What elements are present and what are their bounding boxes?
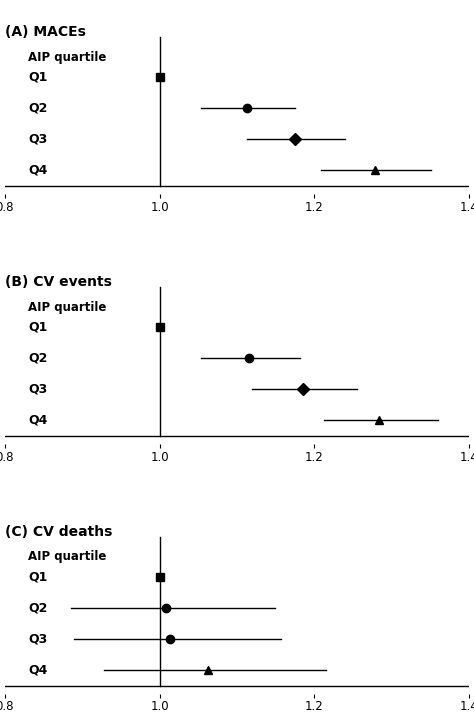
Text: AIP quartile: AIP quartile (28, 551, 106, 563)
Text: Q2: Q2 (28, 352, 47, 365)
Text: Q2: Q2 (28, 601, 47, 615)
Text: Q4: Q4 (28, 414, 47, 427)
Text: Q3: Q3 (28, 633, 47, 646)
Text: (B) CV events: (B) CV events (5, 275, 111, 289)
Text: Q1: Q1 (28, 71, 47, 84)
Text: Q4: Q4 (28, 164, 47, 177)
Text: AIP quartile: AIP quartile (28, 51, 106, 64)
Text: Q4: Q4 (28, 664, 47, 677)
Text: Q3: Q3 (28, 133, 47, 146)
Text: Q2: Q2 (28, 102, 47, 115)
Text: Q1: Q1 (28, 321, 47, 334)
Text: Q3: Q3 (28, 383, 47, 396)
Text: (A) MACEs: (A) MACEs (5, 25, 86, 39)
Text: Q1: Q1 (28, 571, 47, 583)
Text: (C) CV deaths: (C) CV deaths (5, 525, 112, 539)
Text: AIP quartile: AIP quartile (28, 300, 106, 314)
